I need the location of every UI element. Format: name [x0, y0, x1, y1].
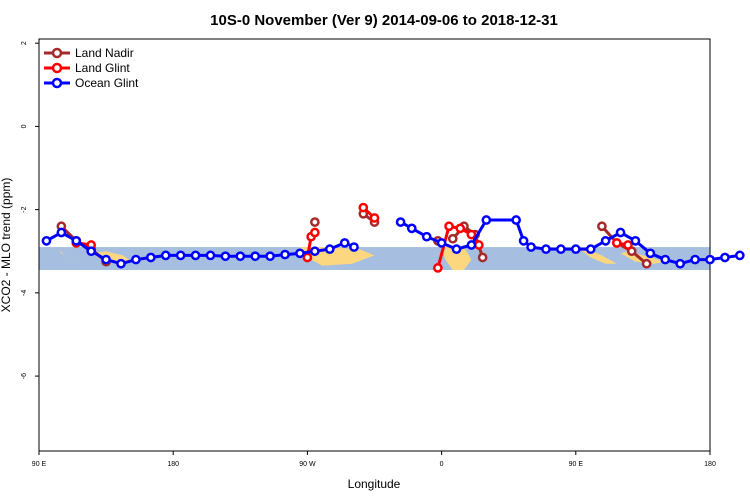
point-ocean-glint-1-8: [518, 235, 529, 246]
point-ocean-glint-1-17: [645, 248, 656, 259]
point-ocean-glint-0-8: [160, 250, 171, 261]
point-land-glint-3-3: [466, 229, 477, 240]
point-ocean-glint-1-13: [585, 244, 596, 255]
point-ocean-glint-0-5: [116, 258, 126, 269]
point-ocean-glint-0-9: [175, 250, 186, 261]
point-ocean-glint-0-17: [295, 248, 305, 259]
x-axis-label: Longitude: [348, 477, 401, 491]
point-ocean-glint-1-11: [556, 244, 566, 255]
point-ocean-glint-1-22: [720, 252, 730, 263]
point-ocean-glint-0-11: [205, 250, 216, 261]
point-ocean-glint-1-21: [705, 254, 715, 265]
point-land-nadir-4-3: [477, 252, 488, 263]
x-tick-label-5: 180: [704, 461, 716, 468]
legend-label-land-glint: Land Glint: [75, 61, 130, 75]
x-tick-label-0: 90 E: [32, 461, 47, 468]
point-ocean-glint-0-4: [101, 254, 111, 265]
point-ocean-glint-1-1: [406, 223, 417, 234]
legend-entry-ocean-glint: Ocean Glint: [44, 76, 139, 90]
legend-label-ocean-glint: Ocean Glint: [75, 76, 139, 90]
point-land-glint-4-0: [611, 238, 622, 248]
point-ocean-glint-0-1: [56, 227, 67, 238]
point-land-glint-1-2: [310, 227, 320, 238]
point-ocean-glint-1-19: [675, 258, 686, 269]
point-ocean-glint-1-14: [600, 235, 611, 246]
point-land-glint-3-2: [455, 223, 466, 234]
point-ocean-glint-0-3: [86, 246, 97, 257]
point-ocean-glint-1-7: [511, 215, 522, 225]
point-ocean-glint-1-16: [630, 235, 641, 246]
point-land-glint-4-1: [623, 240, 633, 250]
y-axis: 2 0 -2 -4 -6: [21, 41, 39, 379]
point-ocean-glint-1-18: [660, 254, 671, 265]
legend-entry-land-nadir: Land Nadir: [44, 46, 134, 60]
point-ocean-glint-1-10: [541, 244, 551, 255]
point-ocean-glint-0-2: [71, 235, 82, 246]
x-tick-label-2: 90 W: [299, 461, 316, 468]
point-land-glint-1-0: [302, 252, 313, 263]
point-land-nadir-1-0: [310, 217, 320, 227]
point-land-glint-2-0: [358, 202, 369, 213]
point-ocean-glint-0-10: [190, 250, 201, 261]
point-land-nadir-5-3: [641, 258, 652, 269]
x-tick-label-3: 0: [440, 461, 444, 468]
y-tick-label-2: -2: [21, 206, 28, 212]
series-line-ocean-glint-0: [45, 231, 355, 266]
point-ocean-glint-0-0: [41, 235, 52, 246]
point-land-nadir-4-0: [447, 233, 458, 244]
point-ocean-glint-1-9: [526, 242, 536, 252]
point-ocean-glint-0-7: [145, 252, 156, 263]
point-ocean-glint-0-13: [235, 251, 246, 262]
x-tick-label-4: 90 E: [569, 461, 584, 468]
point-ocean-glint-0-18: [310, 246, 320, 257]
point-ocean-glint-0-20: [339, 238, 350, 248]
land-region-3: [441, 247, 472, 270]
x-axis: 90 E 180 90 W 0 90 E 180: [32, 451, 716, 468]
x-tick-label-1: 180: [167, 461, 179, 468]
point-ocean-glint-1-5: [466, 240, 477, 250]
y-tick-label-1: 0: [21, 124, 28, 128]
point-ocean-glint-0-12: [220, 251, 231, 262]
point-ocean-glint-1-4: [451, 244, 462, 255]
point-ocean-glint-1-23: [734, 250, 745, 261]
point-ocean-glint-1-12: [570, 244, 581, 255]
point-land-glint-3-4: [474, 240, 484, 250]
legend-entry-land-glint: Land Glint: [44, 61, 130, 75]
point-ocean-glint-1-2: [421, 231, 432, 242]
legend-marker-land-nadir: [51, 47, 63, 59]
y-tick-label-3: -4: [21, 290, 28, 296]
y-axis-label: XCO2 - MLO trend (ppm): [0, 178, 13, 313]
legend-marker-land-glint: [51, 62, 63, 74]
legend-label-land-nadir: Land Nadir: [75, 46, 134, 60]
point-ocean-glint-1-3: [436, 238, 447, 248]
point-ocean-glint-1-20: [690, 254, 700, 265]
point-ocean-glint-0-6: [131, 254, 141, 265]
legend: Land Nadir Land Glint Ocean Glint: [44, 46, 139, 90]
point-ocean-glint-0-14: [250, 251, 261, 262]
y-tick-label-0: 2: [21, 41, 28, 45]
legend-marker-ocean-glint: [51, 77, 63, 89]
series-layer: [41, 202, 745, 273]
point-ocean-glint-0-21: [349, 242, 359, 252]
point-land-glint-3-1: [444, 221, 454, 232]
point-ocean-glint-0-19: [324, 244, 335, 255]
point-ocean-glint-0-16: [280, 249, 290, 260]
point-land-nadir-5-0: [597, 221, 607, 232]
point-ocean-glint-1-6: [481, 215, 492, 225]
point-ocean-glint-1-15: [615, 227, 626, 238]
point-ocean-glint-1-0: [395, 217, 406, 227]
series-ocean-glint: [41, 215, 745, 269]
point-land-glint-3-0: [433, 263, 443, 273]
plot-frame: [38, 38, 711, 452]
point-land-glint-2-1: [369, 213, 380, 223]
y-tick-label-4: -6: [21, 373, 28, 379]
point-ocean-glint-0-15: [265, 251, 275, 262]
chart-title: 10S-0 November (Ver 9) 2014-09-06 to 201…: [210, 12, 558, 29]
